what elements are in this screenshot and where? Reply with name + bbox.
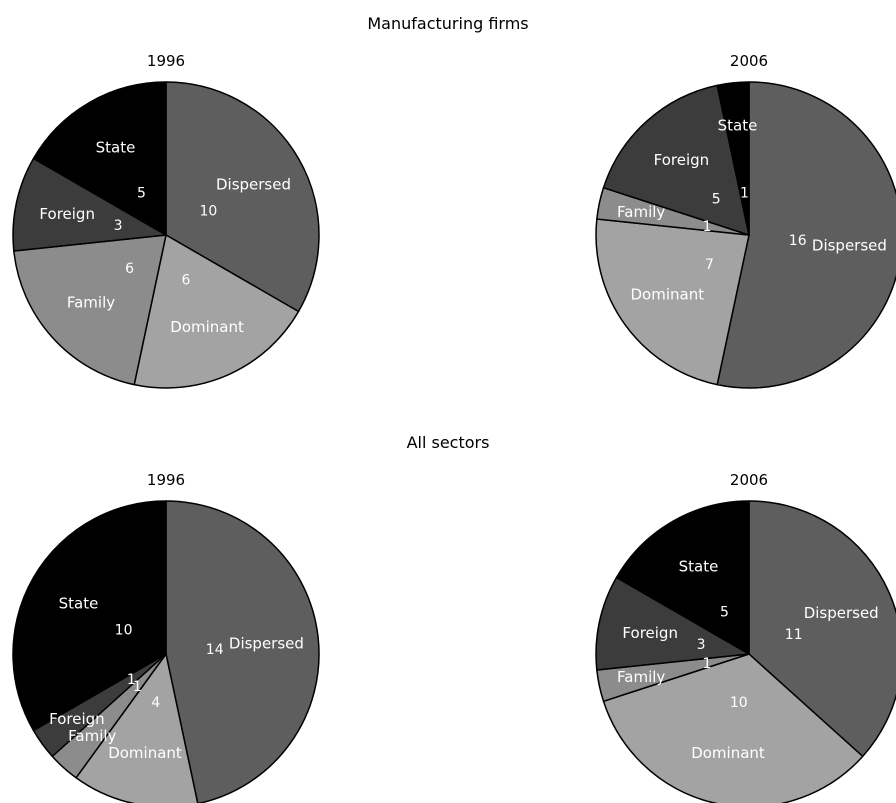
pie-slice-dispersed [165, 81, 320, 313]
slice-value-dominant: 7 [705, 257, 714, 273]
slice-label-foreign: Foreign [622, 624, 678, 642]
pie-slice-foreign [595, 576, 750, 671]
slice-label-foreign: Foreign [654, 151, 710, 169]
slice-value-state: 5 [137, 186, 146, 202]
pie-slice-dispersed [748, 500, 896, 758]
pie-slice-dominant [602, 653, 864, 803]
pie-slice-foreign [602, 84, 750, 236]
pie-title-manufacturing-1996: 1996 [147, 52, 185, 70]
slice-label-dispersed: Dispersed [804, 604, 879, 622]
slice-value-family: 6 [125, 261, 134, 277]
slice-label-dominant: Dominant [691, 744, 765, 762]
pie-slice-dominant [595, 218, 750, 386]
section-title-manufacturing: Manufacturing firms [367, 14, 528, 33]
pie-slice-dominant [75, 653, 199, 803]
slice-value-dominant: 10 [730, 695, 748, 711]
slice-value-foreign: 3 [114, 218, 123, 234]
slice-label-state: State [718, 116, 758, 134]
slice-label-state: State [96, 139, 136, 157]
slice-label-state: State [679, 558, 719, 576]
slice-value-state: 5 [720, 605, 729, 621]
pie-slice-state [32, 81, 167, 236]
slice-label-dominant: Dominant [631, 285, 705, 303]
slice-value-family: 1 [703, 219, 712, 235]
slice-label-family: Family [617, 203, 665, 221]
pie-slice-family [13, 234, 167, 386]
pie-all-sectors-1996: 14 Dispersed 4 Dominant 1 Family 1 Foreign 10 Sta… [12, 500, 320, 803]
pie-slice-state [716, 81, 750, 236]
pie-slice-dispersed [165, 500, 320, 803]
slice-label-dominant: Dominant [170, 318, 244, 336]
slice-value-state: 10 [115, 623, 133, 639]
slice-value-family: 1 [133, 679, 142, 695]
slice-value-foreign: 5 [712, 192, 721, 208]
pie-slice-dispersed [716, 81, 896, 389]
slice-label-dominant: Dominant [108, 744, 182, 762]
pie-slice-foreign [12, 157, 167, 252]
slice-label-dispersed: Dispersed [229, 634, 304, 652]
slice-label-state: State [59, 595, 99, 613]
pie-title-all-sectors-2006: 2006 [730, 471, 768, 489]
slice-label-family: Family [67, 294, 115, 312]
slice-value-dispersed: 16 [789, 233, 807, 249]
slice-value-dispersed: 10 [199, 204, 217, 220]
slice-label-dispersed: Dispersed [812, 237, 887, 255]
slice-label-family: Family [68, 727, 116, 745]
pie-manufacturing-1996: 10 Dispersed 6 Dominant 6 Family 3 Foreign 5 Stat… [12, 81, 320, 389]
pie-slice-state [615, 500, 750, 655]
slice-label-family: Family [617, 668, 665, 686]
slice-value-dominant: 4 [151, 695, 160, 711]
slice-label-foreign: Foreign [49, 710, 105, 728]
slice-label-foreign: Foreign [39, 205, 95, 223]
slice-value-family: 1 [703, 656, 712, 672]
pie-title-manufacturing-2006: 2006 [730, 52, 768, 70]
slice-value-foreign: 3 [697, 637, 706, 653]
pie-slice-state [12, 500, 167, 732]
slice-value-dominant: 6 [181, 273, 190, 289]
slice-value-dispersed: 14 [206, 642, 224, 658]
slice-value-dispersed: 11 [785, 627, 803, 643]
slice-value-foreign: 1 [127, 672, 136, 688]
slice-value-state: 1 [740, 185, 749, 201]
section-title-all-sectors: All sectors [407, 433, 490, 452]
pie-title-all-sectors-1996: 1996 [147, 471, 185, 489]
pie-slice-dominant [133, 234, 300, 389]
slice-label-dispersed: Dispersed [216, 176, 291, 194]
